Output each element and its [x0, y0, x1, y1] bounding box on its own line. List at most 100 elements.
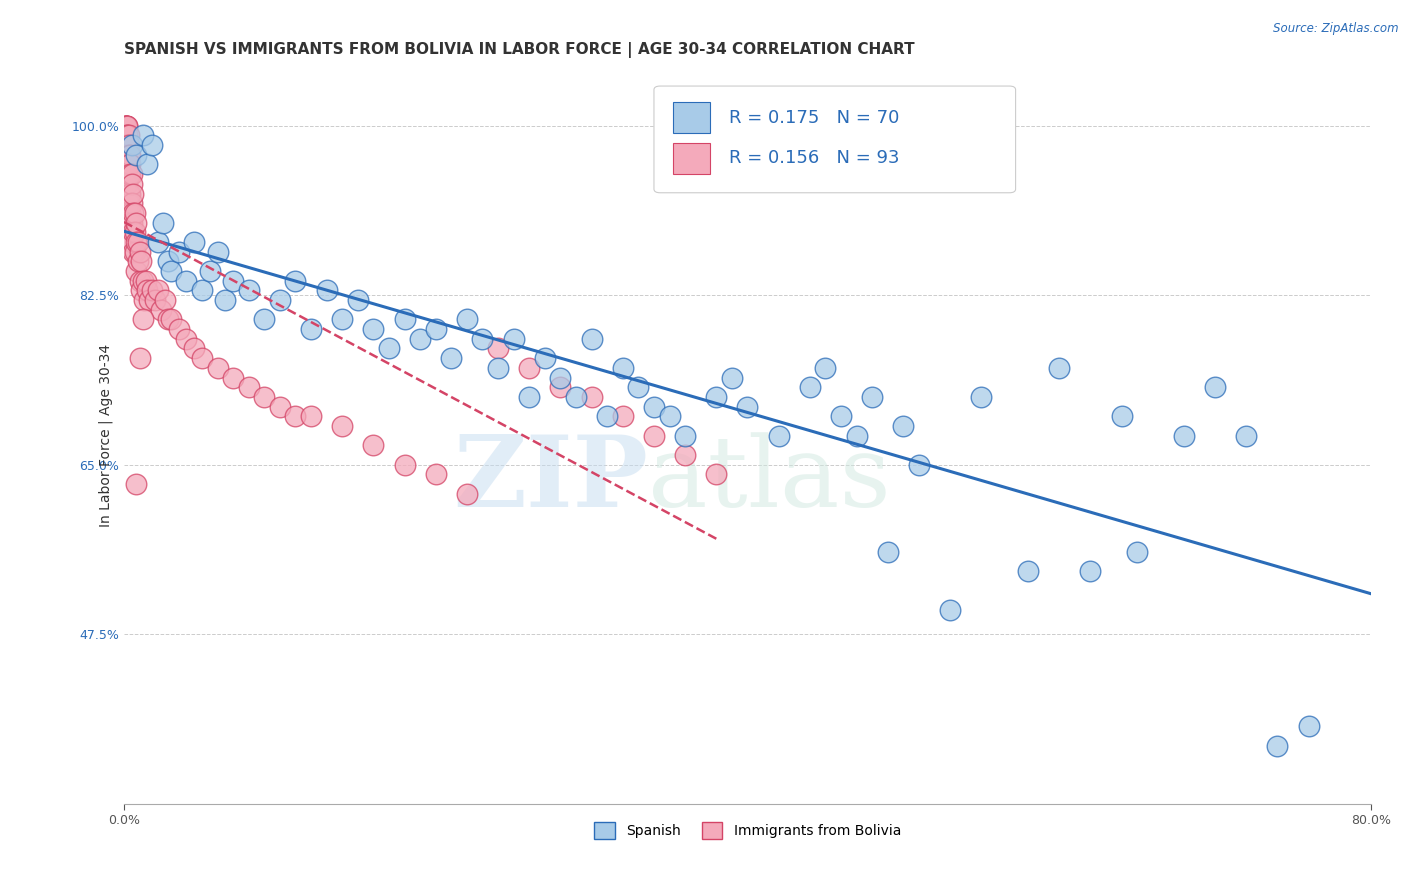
Point — [118, 157, 141, 171]
Text: SPANISH VS IMMIGRANTS FROM BOLIVIA IN LABOR FORCE | AGE 30-34 CORRELATION CHART: SPANISH VS IMMIGRANTS FROM BOLIVIA IN LA… — [124, 42, 914, 58]
Point — [128, 351, 150, 366]
Point — [284, 274, 307, 288]
Point — [114, 119, 136, 133]
Point — [673, 448, 696, 462]
Point — [131, 312, 153, 326]
Point — [253, 390, 276, 404]
Point — [114, 128, 136, 143]
Point — [534, 351, 557, 366]
Point — [118, 128, 141, 143]
Point — [627, 380, 650, 394]
Point — [118, 148, 141, 162]
Point — [114, 148, 136, 162]
Point — [253, 312, 276, 326]
Point — [768, 428, 790, 442]
Point — [1173, 428, 1195, 442]
Text: R = 0.175   N = 70: R = 0.175 N = 70 — [728, 109, 900, 127]
Point — [1126, 545, 1149, 559]
Legend: Spanish, Immigrants from Bolivia: Spanish, Immigrants from Bolivia — [589, 816, 907, 845]
Point — [115, 128, 138, 143]
Point — [486, 360, 509, 375]
Point — [120, 216, 142, 230]
Point — [315, 284, 337, 298]
Point — [115, 138, 138, 153]
Point — [115, 157, 138, 171]
Point — [612, 360, 634, 375]
Point — [363, 322, 385, 336]
Point — [148, 284, 170, 298]
Point — [394, 458, 416, 472]
Point — [1111, 409, 1133, 424]
Point — [440, 351, 463, 366]
Point — [238, 380, 260, 394]
Point — [346, 293, 368, 307]
Point — [120, 148, 142, 162]
Point — [191, 284, 214, 298]
Point — [378, 342, 401, 356]
Point — [1047, 360, 1070, 375]
Point — [814, 360, 837, 375]
Point — [565, 390, 588, 404]
Point — [658, 409, 681, 424]
Point — [893, 419, 915, 434]
Point — [581, 332, 603, 346]
Point — [222, 274, 245, 288]
Point — [153, 293, 176, 307]
Point — [581, 390, 603, 404]
Point — [125, 235, 148, 249]
Point — [612, 409, 634, 424]
Point — [150, 302, 173, 317]
Point — [114, 128, 136, 143]
Point — [152, 216, 174, 230]
Point — [118, 186, 141, 201]
Point — [121, 177, 143, 191]
Point — [183, 342, 205, 356]
Y-axis label: In Labor Force | Age 30-34: In Labor Force | Age 30-34 — [98, 344, 112, 527]
Text: R = 0.156   N = 93: R = 0.156 N = 93 — [728, 149, 900, 167]
Point — [129, 284, 152, 298]
Text: Source: ZipAtlas.com: Source: ZipAtlas.com — [1274, 22, 1399, 36]
Point — [908, 458, 931, 472]
Point — [1080, 564, 1102, 578]
Point — [299, 322, 322, 336]
Point — [125, 477, 148, 491]
Point — [269, 400, 291, 414]
Point — [238, 284, 260, 298]
Point — [148, 235, 170, 249]
Point — [456, 312, 478, 326]
Point — [122, 186, 145, 201]
Point — [425, 322, 447, 336]
Point — [114, 138, 136, 153]
Point — [517, 360, 540, 375]
Point — [876, 545, 898, 559]
FancyBboxPatch shape — [654, 86, 1015, 193]
Point — [118, 167, 141, 181]
Point — [121, 138, 143, 153]
Point — [330, 419, 353, 434]
Point — [550, 380, 572, 394]
Point — [124, 225, 146, 239]
Point — [134, 293, 156, 307]
Point — [363, 438, 385, 452]
Point — [121, 216, 143, 230]
Point — [222, 370, 245, 384]
Point — [131, 128, 153, 143]
Point — [124, 244, 146, 259]
Point — [207, 360, 229, 375]
Point — [138, 293, 160, 307]
Point — [830, 409, 852, 424]
Point — [486, 342, 509, 356]
Point — [115, 167, 138, 181]
Point — [737, 400, 759, 414]
Point — [143, 293, 166, 307]
Point — [425, 467, 447, 482]
Point — [704, 390, 727, 404]
Point — [121, 167, 143, 181]
Point — [167, 322, 190, 336]
Text: atlas: atlas — [648, 432, 890, 528]
Point — [120, 167, 142, 181]
Point — [115, 119, 138, 133]
Point — [136, 284, 159, 298]
Point — [136, 157, 159, 171]
Point — [394, 312, 416, 326]
